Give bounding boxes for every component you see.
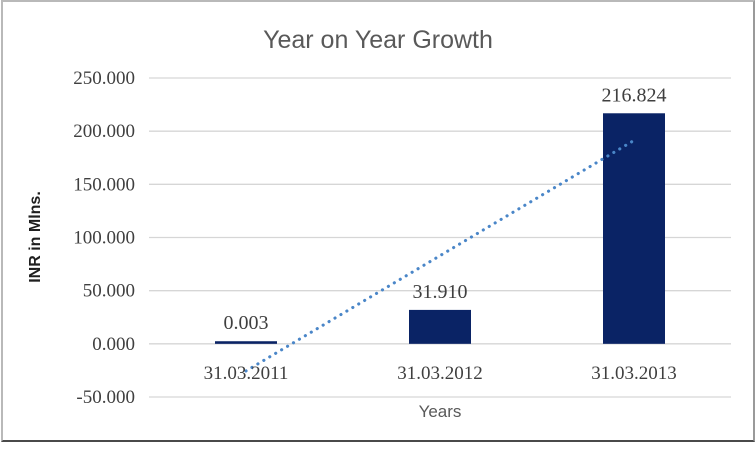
y-tick-label: -50.000: [76, 387, 135, 408]
x-category-label: 31.03.2013: [591, 363, 677, 384]
y-tick-label: 200.000: [73, 121, 135, 142]
trendline: [244, 138, 636, 373]
labels-layer: -50.000 0.000 50.000 100.000 150.000 200.000 2…: [73, 68, 677, 408]
y-tick-label: 250.000: [73, 68, 135, 89]
bar: [603, 113, 665, 344]
y-tick-label: 0.000: [92, 334, 135, 355]
x-category-label: 31.03.2011: [204, 363, 289, 384]
x-axis-title: Years: [419, 402, 462, 421]
bar: [409, 309, 471, 344]
x-category-label: 31.03.2012: [397, 363, 483, 384]
y-tick-label: 100.000: [73, 228, 135, 249]
chart-title: Year on Year Growth: [263, 26, 493, 54]
bar-data-label: 0.003: [224, 312, 269, 334]
bar-data-label: 216.824: [602, 84, 667, 106]
bar-data-label: 31.910: [413, 281, 468, 303]
bar: [215, 341, 277, 344]
y-axis-title: INR in Mlns.: [27, 191, 44, 283]
y-tick-label: 50.000: [83, 281, 135, 302]
y-tick-label: 150.000: [73, 174, 135, 195]
bars-layer: [215, 113, 665, 344]
trendline-layer: [244, 138, 636, 373]
